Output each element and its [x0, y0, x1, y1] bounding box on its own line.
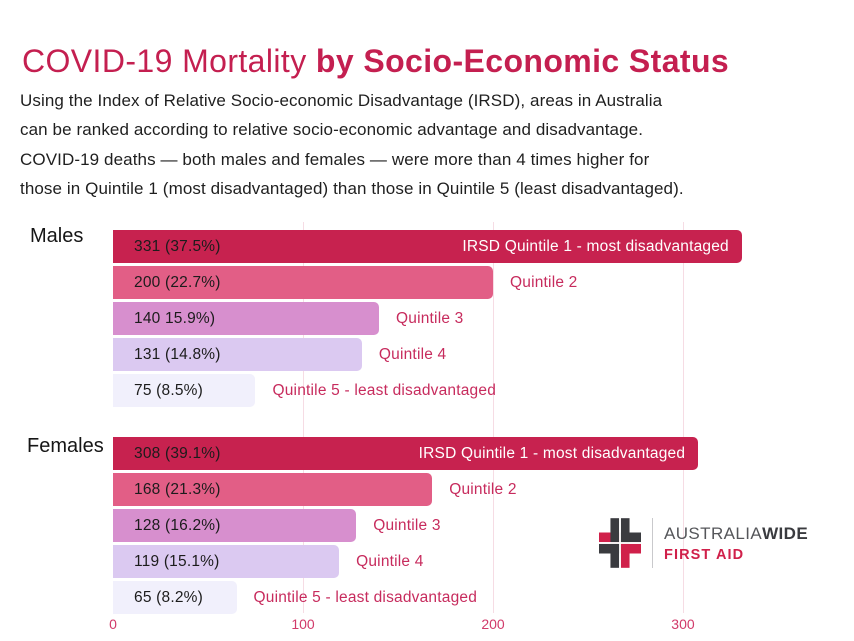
bar-value-label: 308 (39.1%) [134, 444, 221, 462]
bar-males-quintile-3: 140 15.9%) [113, 302, 379, 335]
bar-category-label: Quintile 3 [373, 516, 441, 534]
bar-category-label: Quintile 3 [396, 309, 464, 327]
bar-males-quintile-2: 200 (22.7%) [113, 266, 493, 299]
bar-females-quintile-5: 65 (8.2%) [113, 581, 237, 614]
australia-wide-logo-icon [599, 518, 641, 568]
page-title-bold: by Socio-Economic Status [315, 43, 730, 80]
intro-line-3: COVID-19 deaths — both males and females… [20, 149, 650, 169]
x-axis-tick-100: 100 [291, 616, 315, 632]
males-group-label: Males [30, 225, 84, 247]
males-bar-group: 331 (37.5%) IRSD Quintile 1 - most disad… [113, 230, 835, 410]
females-bar-group: 308 (39.1%) IRSD Quintile 1 - most disad… [113, 437, 835, 617]
x-axis-tick-0: 0 [109, 616, 117, 632]
logo-brand-australia: AUSTRALIA [664, 523, 763, 543]
x-axis-tick-200: 200 [481, 616, 505, 632]
bar-value-label: 331 (37.5%) [134, 237, 221, 255]
bar-row-males-q3: 140 15.9%) Quintile 3 [113, 302, 835, 335]
bar-category-label: Quintile 4 [356, 552, 424, 570]
bar-value-label: 119 (15.1%) [134, 552, 220, 570]
females-group-label: Females [27, 435, 104, 457]
bar-males-quintile-4: 131 (14.8%) [113, 338, 362, 371]
bar-females-quintile-1: 308 (39.1%) IRSD Quintile 1 - most disad… [113, 437, 699, 470]
bar-value-label: 131 (14.8%) [134, 345, 221, 363]
bar-value-label: 140 15.9%) [134, 309, 216, 327]
bar-row-males-q1: 331 (37.5%) IRSD Quintile 1 - most disad… [113, 230, 835, 263]
logo-first-aid: FIRST AID [664, 546, 745, 563]
bar-row-females-q1: 308 (39.1%) IRSD Quintile 1 - most disad… [113, 437, 835, 470]
bar-value-label: 168 (21.3%) [134, 480, 221, 498]
bar-row-males-q5: 75 (8.5%) Quintile 5 - least disadvantag… [113, 374, 835, 407]
gridline-100 [303, 222, 304, 613]
page-title-light: COVID-19 Mortality [22, 43, 316, 80]
bar-category-label: Quintile 2 [449, 480, 517, 498]
logo-brand-name: AUSTRALIAWIDE [664, 524, 808, 544]
chart-area: 331 (37.5%) IRSD Quintile 1 - most disad… [109, 222, 835, 641]
bar-females-quintile-4: 119 (15.1%) [113, 545, 340, 578]
bar-row-females-q4: 119 (15.1%) Quintile 4 [113, 545, 835, 578]
australia-wide-first-aid-logo: AUSTRALIAWIDE FIRST AID [599, 517, 808, 569]
gridline-300 [682, 222, 684, 613]
intro-line-4: those in Quintile 1 (most disadvantaged)… [20, 178, 684, 198]
bar-row-females-q3: 128 (16.2%) Quintile 3 [113, 509, 835, 542]
gridline-200 [493, 222, 494, 613]
intro-line-1: Using the Index of Relative Socio-econom… [20, 91, 663, 110]
bar-category-label: Quintile 2 [510, 273, 578, 291]
logo-divider [652, 518, 653, 568]
bar-row-females-q2: 168 (21.3%) Quintile 2 [113, 473, 835, 506]
intro-line-2: can be ranked according to relative soci… [20, 120, 644, 140]
x-axis-tick-300: 300 [671, 616, 695, 632]
bar-males-quintile-5: 75 (8.5%) [113, 374, 256, 407]
bar-value-label: 65 (8.2%) [134, 588, 203, 606]
bar-category-label: Quintile 4 [378, 345, 447, 363]
bar-category-label: Quintile 5 - least disadvantaged [272, 381, 497, 399]
bar-category-label: Quintile 5 - least disadvantaged [253, 588, 478, 606]
intro-paragraph: Using the Index of Relative Socio-econom… [20, 86, 684, 203]
bar-category-label: IRSD Quintile 1 - most disadvantaged [462, 237, 729, 255]
bar-row-males-q2: 200 (22.7%) Quintile 2 [113, 266, 835, 299]
bar-females-quintile-3: 128 (16.2%) [113, 509, 357, 542]
logo-brand-wide: WIDE [762, 523, 809, 543]
bar-category-label: IRSD Quintile 1 - most disadvantaged [418, 444, 686, 462]
bar-males-quintile-1: 331 (37.5%) IRSD Quintile 1 - most disad… [113, 230, 742, 263]
logo-text: AUSTRALIAWIDE FIRST AID [664, 524, 808, 563]
bar-value-label: 200 (22.7%) [134, 273, 221, 291]
bar-value-label: 128 (16.2%) [134, 516, 221, 534]
bar-females-quintile-2: 168 (21.3%) [113, 473, 433, 506]
x-axis: 0 100 200 300 [109, 616, 835, 636]
bar-row-females-q5: 65 (8.2%) Quintile 5 - least disadvantag… [113, 581, 835, 614]
page-title: COVID-19 Mortality by Socio-Economic Sta… [22, 43, 729, 80]
bar-row-males-q4: 131 (14.8%) Quintile 4 [113, 338, 835, 371]
bar-value-label: 75 (8.5%) [134, 381, 203, 399]
